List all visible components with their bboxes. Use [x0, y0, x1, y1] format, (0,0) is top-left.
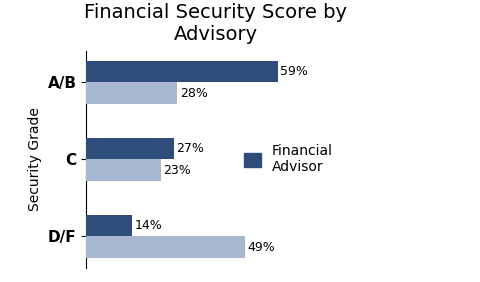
Bar — [86, 236, 245, 258]
Bar — [86, 138, 174, 159]
Text: 23%: 23% — [164, 164, 191, 177]
Title: Financial Security Score by
Advisory: Financial Security Score by Advisory — [84, 3, 348, 44]
Bar — [86, 61, 277, 82]
Text: 28%: 28% — [180, 87, 207, 100]
Text: 49%: 49% — [248, 241, 276, 254]
Y-axis label: Security Grade: Security Grade — [28, 107, 42, 211]
Text: 14%: 14% — [134, 219, 162, 232]
Text: 59%: 59% — [280, 65, 308, 78]
Bar — [86, 82, 177, 104]
Text: 27%: 27% — [177, 142, 204, 155]
Bar — [86, 215, 132, 236]
Bar — [86, 159, 161, 181]
Legend: Financial
Advisor: Financial Advisor — [239, 139, 339, 180]
